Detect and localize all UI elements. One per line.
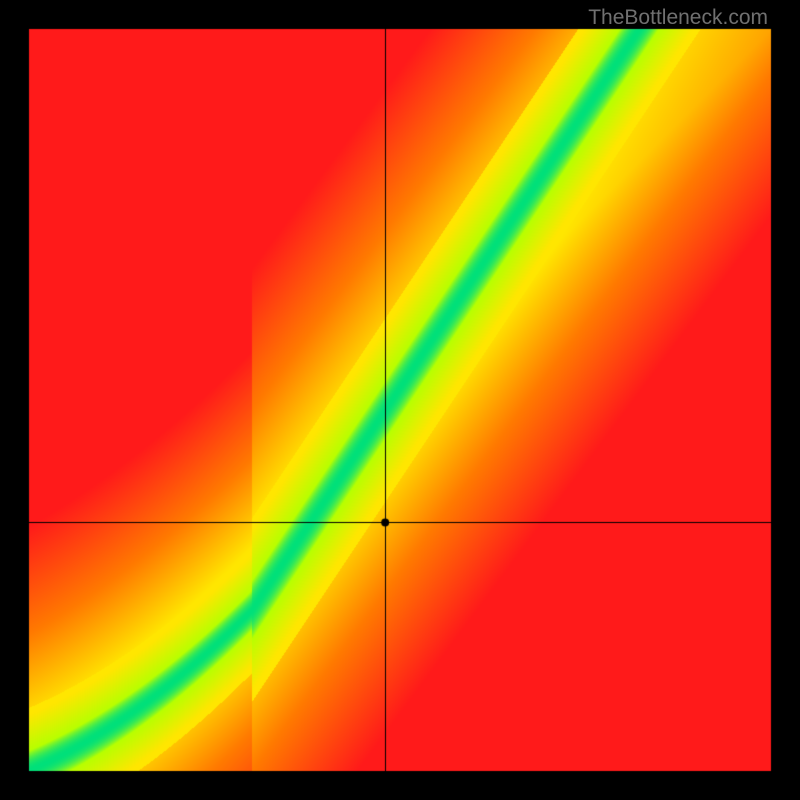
watermark-text: TheBottleneck.com xyxy=(588,6,768,30)
heatmap-canvas xyxy=(0,0,800,800)
chart-container: TheBottleneck.com xyxy=(0,0,800,800)
